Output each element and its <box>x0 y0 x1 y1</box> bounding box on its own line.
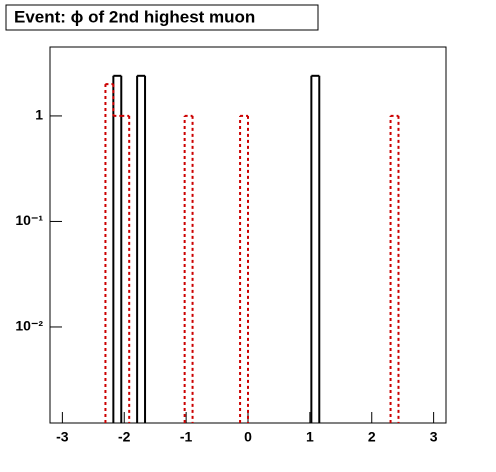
x-tick-label: 2 <box>368 429 376 445</box>
x-tick-label: 1 <box>306 429 314 445</box>
y-tick-label: 1 <box>35 107 43 123</box>
frame <box>49 46 447 424</box>
x-tick-label: 3 <box>430 429 438 445</box>
x-tick-label: -1 <box>180 429 193 445</box>
x-tick-label: -2 <box>118 429 131 445</box>
title-box <box>5 4 319 31</box>
x-tick-label: -3 <box>56 429 69 445</box>
y-tick-label: 10⁻¹ <box>15 212 43 228</box>
y-tick-label: 10⁻² <box>15 318 43 334</box>
x-tick-label: 0 <box>244 429 252 445</box>
chart-title: Event: ϕ of 2nd highest muon <box>14 7 255 26</box>
